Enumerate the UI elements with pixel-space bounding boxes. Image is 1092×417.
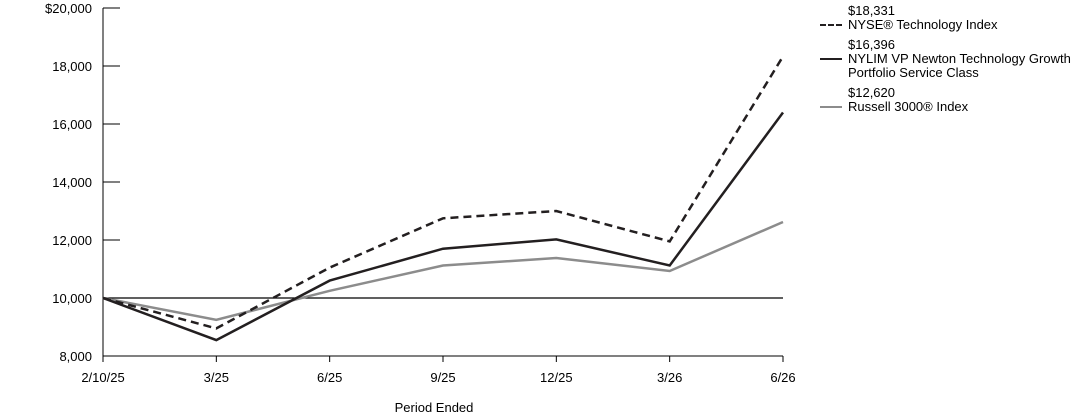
legend-series-name: Russell 3000® Index xyxy=(848,99,969,114)
y-tick-label: 10,000 xyxy=(52,291,92,306)
legend-swatch-dashed xyxy=(820,24,842,26)
legend-end-value: $12,620 xyxy=(848,85,895,100)
series-line-2 xyxy=(102,220,784,322)
x-tick-label: 9/25 xyxy=(430,370,455,385)
x-tick-label: 2/10/25 xyxy=(81,370,124,385)
x-tick-label: 12/25 xyxy=(540,370,573,385)
legend-series-name: NYLIM VP Newton Technology Growth Portfo… xyxy=(848,51,1071,80)
y-tick-label: $20,000 xyxy=(45,1,92,16)
x-tick-label: 3/25 xyxy=(204,370,229,385)
y-tick-label: 8,000 xyxy=(59,349,92,364)
legend-series-name: NYSE® Technology Index xyxy=(848,17,998,32)
legend-swatch-solid-dark xyxy=(820,58,842,60)
x-tick-label: 3/26 xyxy=(657,370,682,385)
x-tick-label: 6/26 xyxy=(770,370,795,385)
chart-series xyxy=(102,55,785,342)
y-tick-label: 14,000 xyxy=(52,175,92,190)
series-line-0 xyxy=(102,55,785,330)
legend-entry-nyse-technology: $18,331 NYSE® Technology Index xyxy=(820,4,1090,32)
legend-end-value: $16,396 xyxy=(848,37,895,52)
chart-legend: $18,331 NYSE® Technology Index $16,396 N… xyxy=(820,4,1090,120)
legend-end-value: $18,331 xyxy=(848,3,895,18)
series-line-1 xyxy=(102,111,785,342)
y-tick-label: 16,000 xyxy=(52,117,92,132)
legend-entry-russell-3000: $12,620 Russell 3000® Index xyxy=(820,86,1090,114)
x-axis-title: Period Ended xyxy=(395,400,474,415)
y-tick-label: 12,000 xyxy=(52,233,92,248)
y-tick-label: 18,000 xyxy=(52,59,92,74)
chart-axes: 8,000 10,000 12,000 14,000 16,000 18,000 $20,0… xyxy=(45,1,796,385)
x-tick-label: 6/25 xyxy=(317,370,342,385)
legend-swatch-solid-gray xyxy=(820,106,842,108)
legend-entry-nylim-portfolio: $16,396 NYLIM VP Newton Technology Growt… xyxy=(820,38,1090,80)
